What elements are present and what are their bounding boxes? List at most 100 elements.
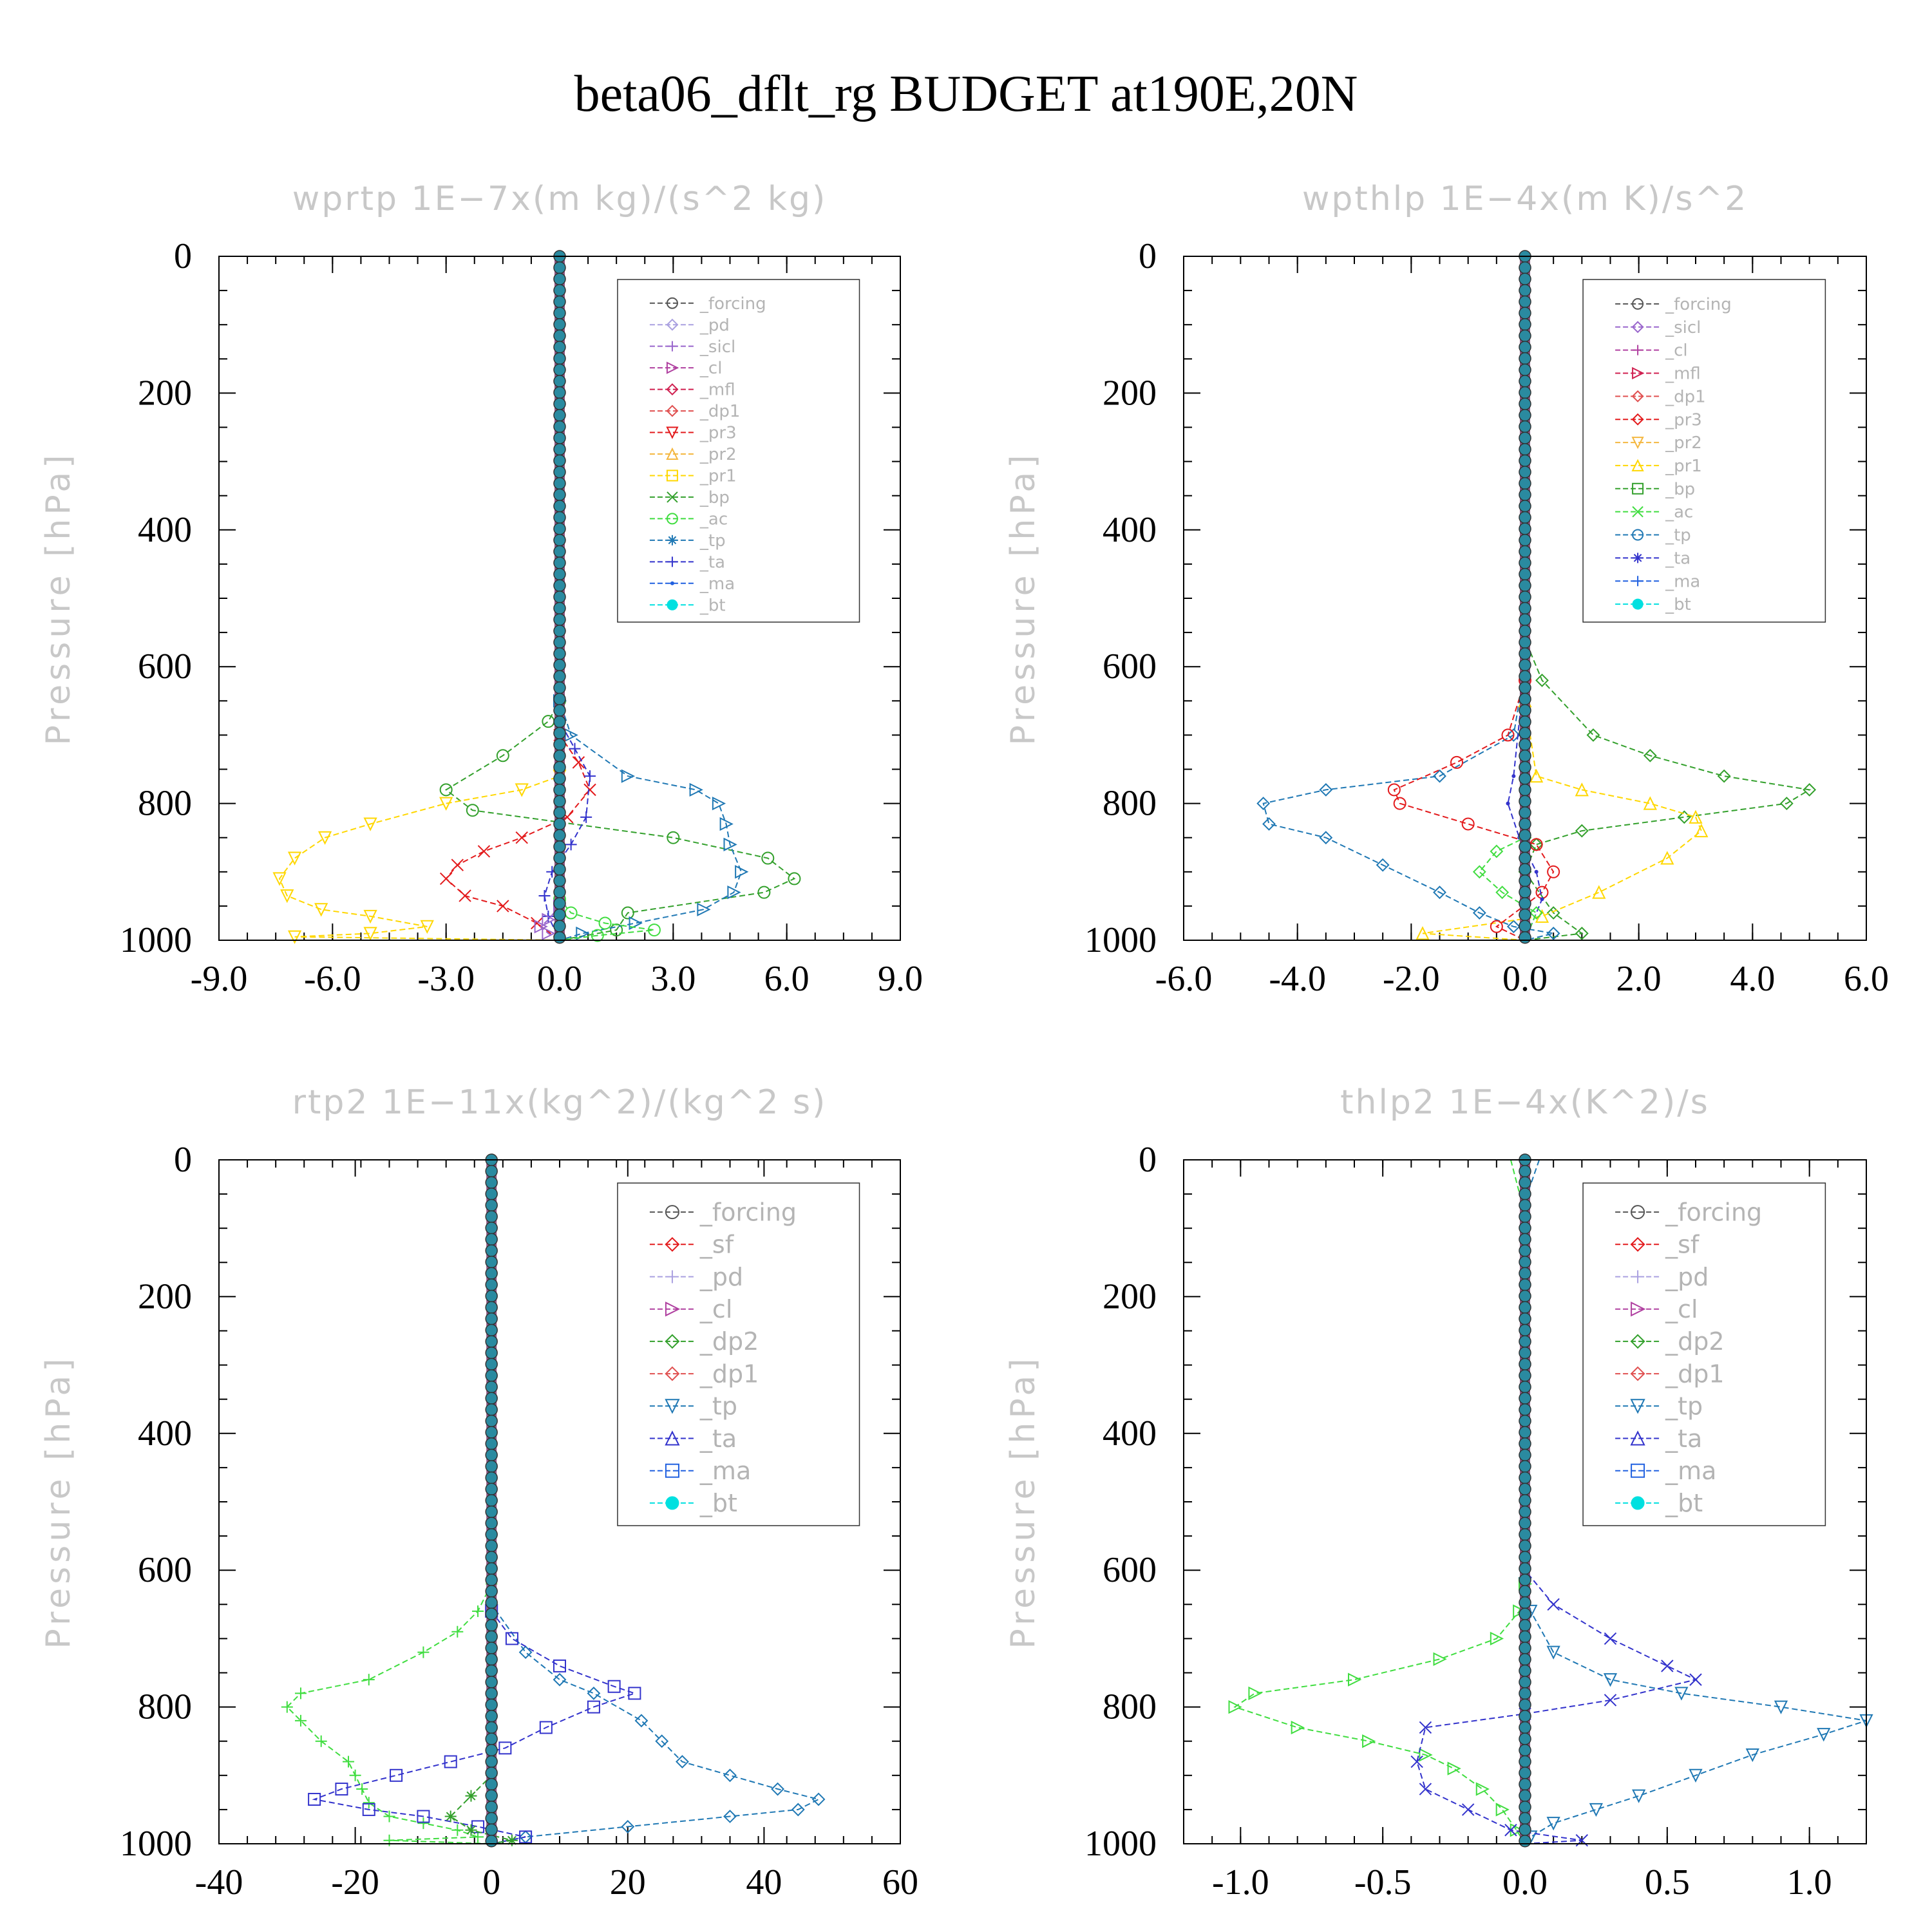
y-tick-label: 200 [138, 1276, 192, 1316]
zero-profile-marker [1519, 1642, 1531, 1654]
legend-label: _ta [1665, 1425, 1702, 1453]
zero-profile-marker [1519, 284, 1531, 297]
zero-profile-marker [553, 931, 566, 944]
zero-profile-marker [553, 863, 566, 876]
data-point [1592, 885, 1606, 899]
zero-profile-marker [1519, 1743, 1531, 1757]
legend-marker [1632, 366, 1645, 380]
data-point [444, 1755, 457, 1768]
data-point [1410, 1755, 1423, 1768]
legend-marker [1631, 1496, 1645, 1510]
zero-profile-marker [1519, 1471, 1531, 1484]
zero-profile-marker [1519, 1789, 1531, 1802]
zero-profile-marker [553, 318, 566, 331]
data-point [1604, 1694, 1617, 1707]
data-point [587, 1686, 601, 1700]
legend-marker [666, 513, 678, 525]
zero-profile-marker [485, 1676, 498, 1689]
data-point [1779, 797, 1794, 811]
zero-profile-column [485, 1153, 498, 1848]
data-point [1416, 926, 1430, 940]
data-point [417, 1810, 430, 1823]
chart-panel-3: rtp2 1E−11x(kg^2)/(kg^2 s) Pressure [hPa]… [39, 1083, 918, 1902]
series-line [286, 1160, 493, 1844]
data-point [629, 916, 643, 931]
legend-box [617, 279, 860, 623]
chart-panel-1: wprtp 1E−7x(m kg)/(s^2 kg) Pressure [hPa]… [39, 180, 923, 999]
data-point [1575, 926, 1589, 940]
data-point [519, 1830, 533, 1844]
data-point [1530, 906, 1544, 920]
data-point [1490, 844, 1504, 858]
zero-profile-marker [1519, 1562, 1531, 1575]
data-point [1504, 1824, 1517, 1837]
data-point [420, 920, 434, 934]
zero-profile-marker [1519, 1664, 1531, 1678]
legend-label: _dp2 [1665, 1327, 1724, 1356]
y-tick-label: 400 [138, 510, 192, 550]
data-point [505, 1632, 518, 1645]
zero-profile-marker [1519, 897, 1531, 910]
zero-profile-marker [1519, 908, 1531, 922]
zero-profile-marker [553, 658, 566, 672]
zero-profile-marker [1519, 715, 1531, 728]
zero-profile-marker [1519, 522, 1531, 535]
zero-profile-marker [485, 1494, 498, 1507]
y-tick-label: 200 [138, 373, 192, 413]
zero-profile-marker [485, 1505, 498, 1519]
zero-profile-marker [553, 783, 566, 797]
zero-profile-marker [1519, 500, 1531, 513]
legend-marker [666, 404, 679, 417]
legend-marker [665, 1430, 680, 1446]
data-point [1546, 906, 1560, 920]
panel-title: wpthlp 1E−4x(m K)/s^2 [1302, 180, 1748, 218]
data-point [1604, 1632, 1617, 1645]
data-point [272, 872, 287, 886]
data-point [1490, 1631, 1504, 1646]
zero-profile-marker [1519, 1494, 1531, 1507]
data-point [542, 715, 555, 728]
y-tick-label: 0 [1139, 236, 1157, 276]
data-point [1472, 865, 1486, 879]
legend-label: _forcing [699, 1198, 797, 1226]
x-tick-label: -6.0 [1155, 959, 1213, 999]
zero-profile-marker [1519, 783, 1531, 797]
data-point [281, 1701, 293, 1713]
zero-profile-marker [1519, 1244, 1531, 1257]
data-point [451, 1824, 464, 1836]
series-line [1233, 1159, 1526, 1844]
data-point [1817, 1728, 1831, 1742]
x-tick-label: -9.0 [191, 959, 248, 999]
legend: _forcing _pd _sicl _cl _mfl _dp1 _pr3 _pr2 _pr1 _… [617, 279, 860, 623]
legend-label: _pd [1665, 1263, 1709, 1291]
figure-title: beta06_dflt_rg BUDGET at190E,20N [574, 66, 1358, 122]
data-point [315, 1735, 327, 1747]
data-point [477, 845, 491, 858]
zero-profile-marker [1519, 386, 1531, 399]
data-point [771, 1782, 784, 1796]
data-point [791, 1803, 805, 1817]
data-point [1689, 1673, 1702, 1686]
x-tick-label: -0.5 [1354, 1862, 1412, 1902]
legend-label: _bt [699, 596, 726, 615]
zero-profile-marker [553, 284, 566, 297]
data-point [294, 1714, 307, 1727]
legend-marker [666, 361, 679, 374]
zero-profile-marker [485, 1244, 498, 1257]
legend-marker [1632, 298, 1644, 310]
zero-profile-marker [485, 1323, 498, 1337]
legend-label: _sf [1665, 1231, 1700, 1259]
data-point [472, 1605, 484, 1617]
zero-profile-marker [1519, 704, 1531, 717]
legend-marker [1633, 576, 1643, 587]
legend-label: _tp [699, 1392, 737, 1421]
zero-profile-marker [553, 567, 566, 581]
x-tick-label: -2.0 [1383, 959, 1440, 999]
zero-profile-marker [485, 1301, 498, 1314]
legend-marker [666, 426, 679, 439]
zero-profile-marker [485, 1392, 498, 1405]
y-tick-label: 400 [1103, 1414, 1157, 1454]
data-point [465, 1790, 477, 1802]
data-point [362, 1803, 375, 1816]
zero-profile-marker [1519, 307, 1531, 319]
